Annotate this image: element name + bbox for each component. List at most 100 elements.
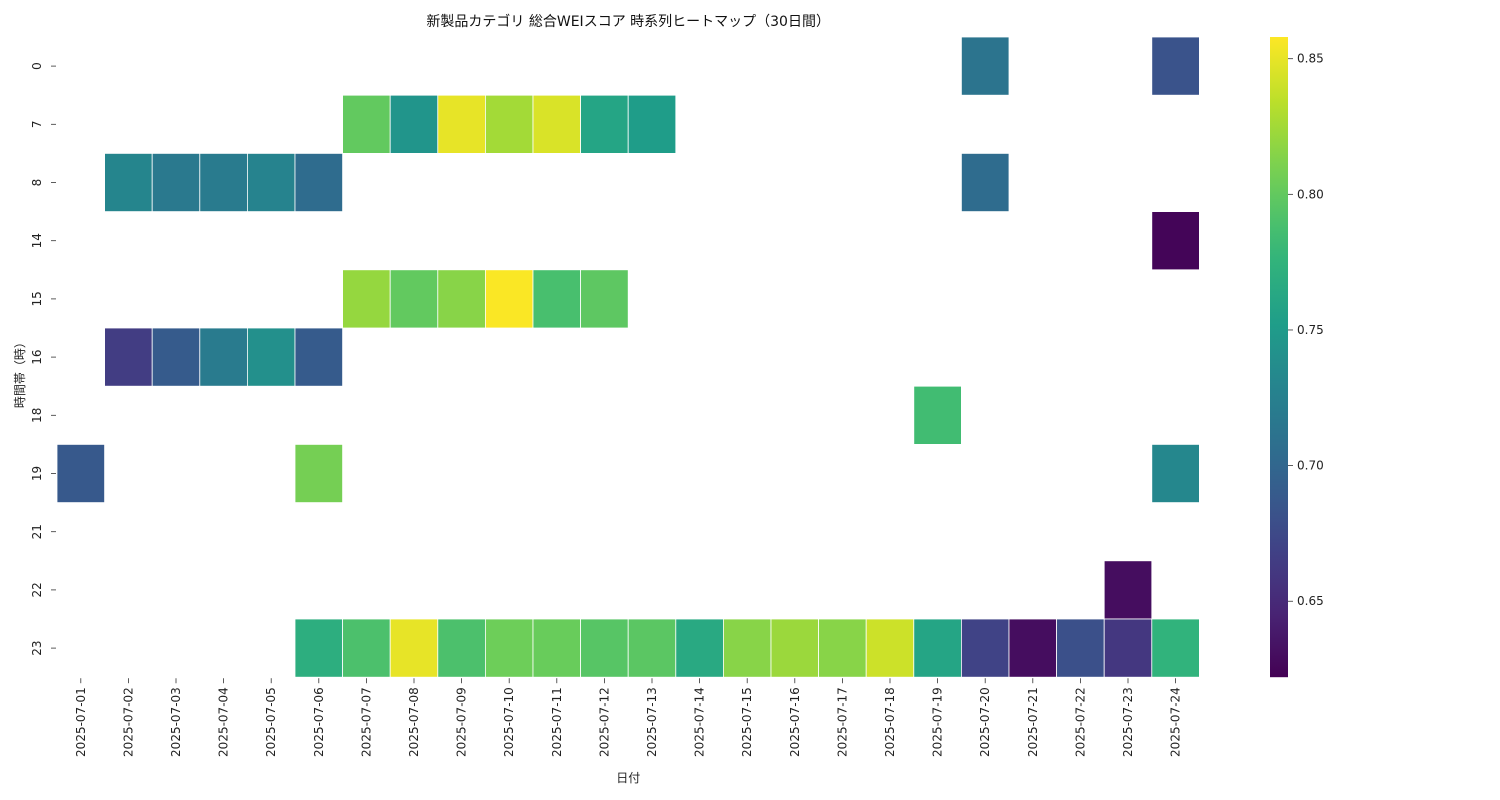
heatmap-cell bbox=[389, 269, 439, 329]
x-tick-label: 2025-07-21 bbox=[1026, 687, 1040, 757]
heatmap-cell bbox=[865, 618, 915, 678]
x-tick-label: 2025-07-02 bbox=[121, 687, 135, 757]
x-tick-label: 2025-07-07 bbox=[359, 687, 373, 757]
heatmap-cell bbox=[484, 618, 534, 678]
x-tick-label: 2025-07-05 bbox=[264, 687, 278, 757]
heatmap-cell bbox=[532, 94, 581, 154]
x-tick-label: 2025-07-09 bbox=[455, 687, 469, 757]
heatmap-cell bbox=[770, 618, 819, 678]
heatmap-cell bbox=[199, 327, 248, 387]
colorbar-tick-label: 0.85 bbox=[1297, 52, 1324, 66]
y-tick-label: 7 bbox=[30, 120, 44, 128]
x-tick-label: 2025-07-11 bbox=[550, 687, 564, 757]
heatmap-cell bbox=[627, 94, 677, 154]
heatmap-cell bbox=[1056, 618, 1105, 678]
y-tick-label: 16 bbox=[30, 349, 44, 364]
y-tick-label: 14 bbox=[30, 233, 44, 248]
heatmap-cell bbox=[532, 269, 581, 329]
heatmap-cell bbox=[532, 618, 581, 678]
heatmap-cell bbox=[437, 618, 486, 678]
heatmap-cell bbox=[437, 269, 486, 329]
y-axis: 0 7 8 14 15 16 18 19 21 22 23 bbox=[30, 62, 56, 656]
heatmap-cell bbox=[723, 618, 772, 678]
heatmap-cell bbox=[961, 618, 1010, 678]
heatmap-cell bbox=[1008, 618, 1057, 678]
y-tick-label: 21 bbox=[30, 524, 44, 539]
heatmap-cell bbox=[1103, 560, 1153, 620]
x-tick-label: 2025-07-03 bbox=[169, 687, 183, 757]
heatmap-cell bbox=[104, 327, 153, 387]
heatmap-cell bbox=[913, 618, 962, 678]
heatmap-cell bbox=[389, 618, 439, 678]
heatmap-cell bbox=[484, 94, 534, 154]
x-tick-label: 2025-07-06 bbox=[312, 687, 326, 757]
heatmap-cell bbox=[580, 618, 629, 678]
y-tick-label: 15 bbox=[30, 291, 44, 306]
x-axis-label: 日付 bbox=[616, 771, 640, 785]
x-tick-label: 2025-07-20 bbox=[978, 687, 992, 757]
colorbar-ticks: 0.65 0.70 0.75 0.80 0.85 bbox=[1288, 52, 1324, 608]
colorbar-tick-label: 0.75 bbox=[1297, 323, 1324, 337]
heatmap-cell bbox=[627, 618, 677, 678]
x-tick-label: 2025-07-08 bbox=[407, 687, 421, 757]
heatmap-cell bbox=[961, 36, 1010, 96]
heatmap-cell bbox=[1151, 211, 1200, 271]
heatmap-cell bbox=[913, 385, 962, 445]
y-tick-label: 23 bbox=[30, 640, 44, 655]
heatmap-cells bbox=[56, 36, 1200, 678]
x-tick-label: 2025-07-04 bbox=[217, 687, 231, 757]
y-tick-label: 19 bbox=[30, 466, 44, 481]
heatmap-cell bbox=[342, 94, 391, 154]
heatmap-cell bbox=[294, 327, 343, 387]
colorbar-tick-label: 0.70 bbox=[1297, 459, 1324, 473]
x-tick-label: 2025-07-23 bbox=[1121, 687, 1135, 757]
heatmap-cell bbox=[580, 269, 629, 329]
x-tick-label: 2025-07-24 bbox=[1169, 687, 1183, 757]
heatmap-cell bbox=[246, 327, 296, 387]
heatmap-cell bbox=[294, 443, 343, 503]
x-tick-label: 2025-07-17 bbox=[835, 687, 849, 757]
heatmap-cell bbox=[294, 152, 343, 212]
heatmap-cell bbox=[294, 618, 343, 678]
x-tick-label: 2025-07-16 bbox=[788, 687, 802, 757]
chart-title: 新製品カテゴリ 総合WEIスコア 時系列ヒートマップ（30日間） bbox=[426, 13, 830, 30]
heatmap-cell bbox=[1151, 36, 1200, 96]
heatmap-cell bbox=[151, 327, 201, 387]
colorbar: 0.65 0.70 0.75 0.80 0.85 bbox=[1270, 37, 1324, 678]
colorbar-tick-label: 0.80 bbox=[1297, 187, 1324, 201]
heatmap-cell bbox=[199, 152, 248, 212]
heatmap-cell bbox=[389, 94, 439, 154]
x-tick-label: 2025-07-14 bbox=[693, 687, 707, 757]
heatmap-cell bbox=[1151, 443, 1200, 503]
y-tick-label: 8 bbox=[30, 179, 44, 187]
y-tick-label: 22 bbox=[30, 582, 44, 597]
x-tick-label: 2025-07-18 bbox=[883, 687, 897, 757]
x-tick-label: 2025-07-19 bbox=[931, 687, 945, 757]
heatmap-cell bbox=[56, 443, 105, 503]
heatmap-cell bbox=[104, 152, 153, 212]
heatmap-cell bbox=[1151, 618, 1200, 678]
heatmap-cell bbox=[342, 618, 391, 678]
x-tick-label: 2025-07-01 bbox=[74, 687, 88, 757]
y-axis-label: 時間帯（時） bbox=[13, 336, 27, 408]
heatmap-cell bbox=[342, 269, 391, 329]
x-tick-label: 2025-07-12 bbox=[597, 687, 611, 757]
x-axis: 2025-07-01 2025-07-02 2025-07-03 2025-07-04… bbox=[74, 678, 1183, 757]
colorbar-tick-label: 0.65 bbox=[1297, 594, 1324, 608]
x-tick-label: 2025-07-22 bbox=[1073, 687, 1087, 757]
x-tick-label: 2025-07-10 bbox=[502, 687, 516, 757]
colorbar-gradient bbox=[1270, 37, 1288, 678]
heatmap-cell bbox=[1103, 618, 1153, 678]
heatmap-cell bbox=[675, 618, 724, 678]
heatmap-cell bbox=[580, 94, 629, 154]
heatmap-cell bbox=[151, 152, 201, 212]
heatmap-cell bbox=[437, 94, 486, 154]
heatmap-cell bbox=[818, 618, 867, 678]
heatmap-cell bbox=[484, 269, 534, 329]
y-tick-label: 0 bbox=[30, 62, 44, 70]
x-tick-label: 2025-07-13 bbox=[645, 687, 659, 757]
x-tick-label: 2025-07-15 bbox=[740, 687, 754, 757]
heatmap-cell bbox=[961, 152, 1010, 212]
heatmap-cell bbox=[246, 152, 296, 212]
